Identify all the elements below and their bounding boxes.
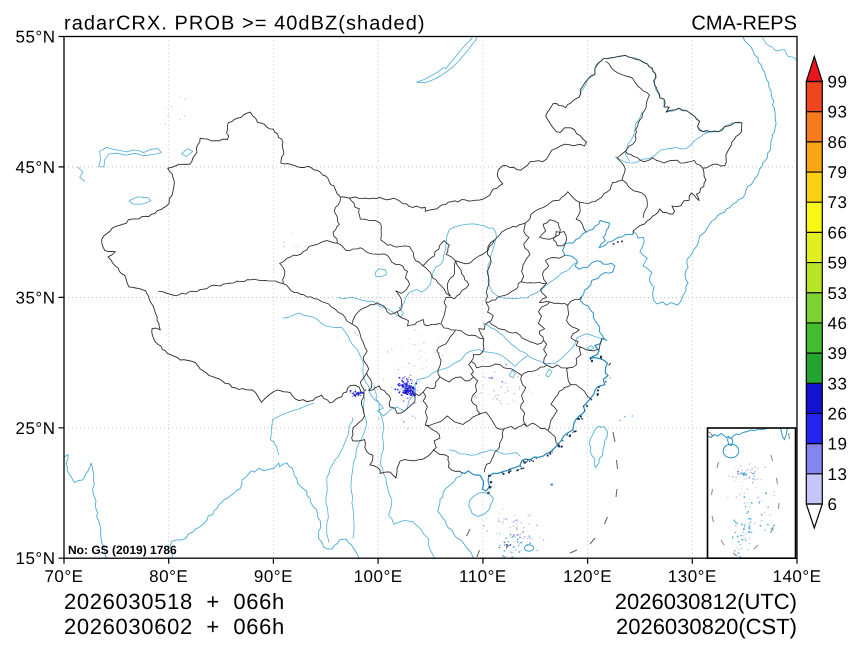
svg-text:2026030602 + 066h: 2026030602 + 066h xyxy=(64,614,285,639)
svg-text:6: 6 xyxy=(828,495,838,514)
svg-text:No: GS (2019) 1786: No: GS (2019) 1786 xyxy=(68,543,177,557)
svg-text:15°N: 15°N xyxy=(16,549,56,568)
svg-text:110°E: 110°E xyxy=(459,567,507,586)
svg-text:45°N: 45°N xyxy=(16,158,56,177)
svg-text:93: 93 xyxy=(828,103,848,122)
svg-text:46: 46 xyxy=(828,314,848,333)
svg-text:2026030820(CST): 2026030820(CST) xyxy=(616,614,797,639)
svg-text:2026030812(UTC): 2026030812(UTC) xyxy=(615,589,797,614)
svg-text:55°N: 55°N xyxy=(16,28,56,47)
svg-text:39: 39 xyxy=(828,344,848,363)
svg-text:130°E: 130°E xyxy=(668,567,717,586)
svg-text:90°E: 90°E xyxy=(254,567,293,586)
svg-text:79: 79 xyxy=(828,163,848,182)
svg-text:120°E: 120°E xyxy=(563,567,612,586)
svg-text:86: 86 xyxy=(828,133,848,152)
svg-text:99: 99 xyxy=(828,73,848,92)
svg-text:radarCRX. PROB >= 40dBZ(shaded: radarCRX. PROB >= 40dBZ(shaded) xyxy=(64,13,426,35)
svg-text:25°N: 25°N xyxy=(16,419,56,438)
svg-text:140°E: 140°E xyxy=(772,567,821,586)
svg-text:100°E: 100°E xyxy=(354,567,403,586)
svg-text:53: 53 xyxy=(828,284,848,303)
svg-text:70°E: 70°E xyxy=(44,567,83,586)
svg-text:CMA-REPS: CMA-REPS xyxy=(691,13,797,35)
svg-text:26: 26 xyxy=(828,405,848,424)
svg-text:35°N: 35°N xyxy=(16,288,56,307)
svg-text:33: 33 xyxy=(828,374,848,393)
svg-text:19: 19 xyxy=(828,435,848,454)
svg-text:66: 66 xyxy=(828,223,848,242)
svg-text:2026030518 + 066h: 2026030518 + 066h xyxy=(64,589,285,614)
svg-text:13: 13 xyxy=(828,465,848,484)
svg-text:59: 59 xyxy=(828,254,848,273)
svg-text:80°E: 80°E xyxy=(149,567,188,586)
svg-text:73: 73 xyxy=(828,193,848,212)
